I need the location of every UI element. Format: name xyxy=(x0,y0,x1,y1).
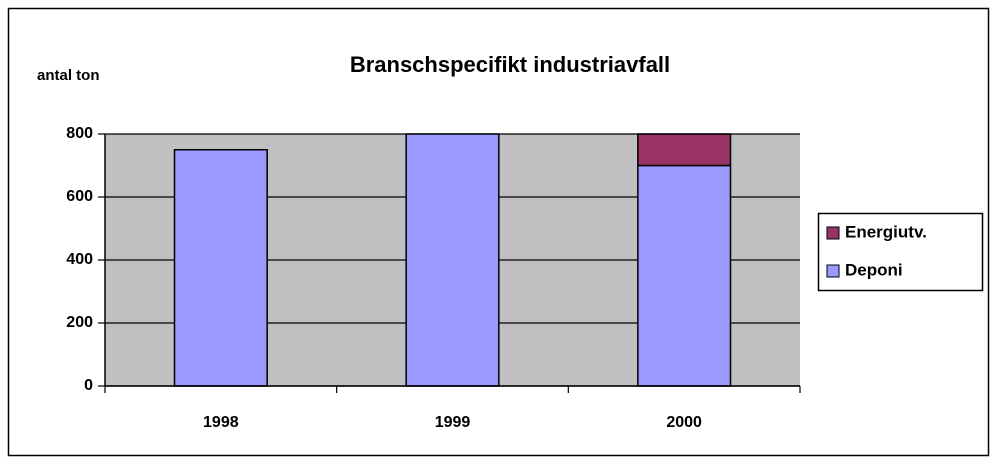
y-tick-label: 600 xyxy=(66,188,93,205)
bar-segment xyxy=(637,133,732,167)
plot-area: 0 200 400 600 800 1998 1999 2000 xyxy=(66,125,801,431)
x-tick-label: 1998 xyxy=(203,414,239,431)
x-tick-label: 2000 xyxy=(666,414,702,431)
y-axis-label: antal ton xyxy=(37,67,100,84)
legend-items: Energiutv. Deponi xyxy=(826,222,927,279)
legend-swatch xyxy=(826,264,840,278)
y-tick-label: 800 xyxy=(66,125,93,142)
legend xyxy=(817,212,984,292)
chart-title: Branschspecifikt industriavfall xyxy=(350,52,670,77)
bar-segment xyxy=(405,133,500,387)
y-tick-label: 0 xyxy=(84,377,93,394)
legend-label: Deponi xyxy=(845,260,903,279)
legend-label: Energiutv. xyxy=(845,222,927,241)
x-tick-label: 1999 xyxy=(435,414,471,431)
y-tick-label: 200 xyxy=(66,314,93,331)
y-tick-label: 400 xyxy=(66,251,93,268)
bar-segment xyxy=(637,164,732,387)
legend-swatch xyxy=(826,226,840,240)
bar-segment xyxy=(173,149,268,387)
